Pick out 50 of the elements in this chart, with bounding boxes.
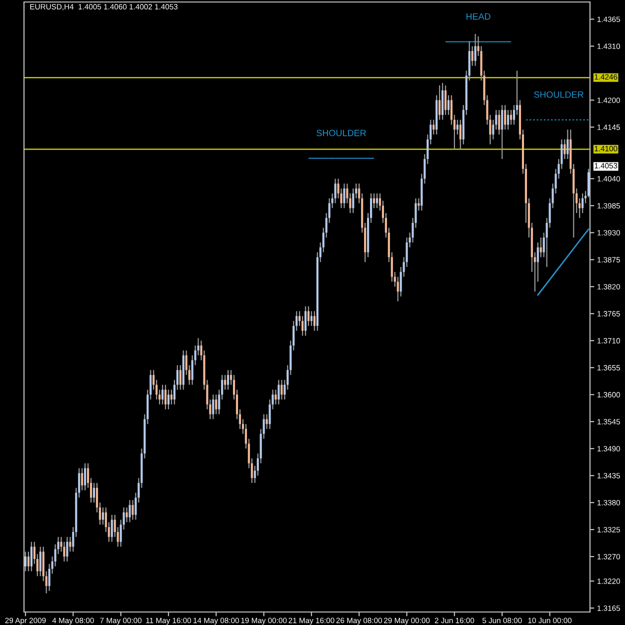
- candlestick: [498, 109, 500, 136]
- candlestick: [459, 119, 462, 150]
- candlestick: [343, 183, 346, 209]
- candlestick: [164, 384, 167, 410]
- candlestick: [128, 500, 131, 523]
- candlestick: [501, 104, 504, 160]
- candlestick: [510, 109, 512, 126]
- candlestick: [334, 178, 336, 204]
- candlestick: [81, 468, 84, 491]
- candlestick: [215, 394, 218, 415]
- candlestick: [438, 84, 441, 120]
- candlestick: [582, 192, 584, 214]
- candlestick: [170, 389, 172, 405]
- candlestick: [307, 306, 310, 326]
- candlestick: [24, 551, 27, 572]
- candlestick: [444, 84, 447, 116]
- candlestick: [432, 119, 435, 136]
- candlestick: [474, 33, 476, 66]
- candlestick: [167, 389, 170, 410]
- annotation: HEAD: [466, 13, 490, 20]
- candlestick: [84, 462, 86, 491]
- candlestick: [278, 379, 280, 405]
- candlestick: [540, 237, 542, 258]
- candlestick: [352, 188, 354, 214]
- candlestick: [30, 541, 32, 572]
- candlestick: [471, 46, 474, 66]
- candlestick: [66, 536, 68, 562]
- candlestick: [224, 374, 226, 390]
- annotation: SHOULDER: [534, 91, 584, 98]
- candlestick: [227, 370, 230, 390]
- candlestick: [304, 306, 307, 336]
- candlestick: [396, 276, 399, 302]
- candlestick: [310, 310, 313, 326]
- candlestick: [39, 546, 42, 577]
- annotation: SHOULDER: [316, 130, 366, 136]
- candlestick: [447, 94, 450, 116]
- candlestick: [27, 551, 30, 572]
- candlestick: [504, 104, 506, 130]
- candlestick: [456, 119, 458, 136]
- candlestick: [313, 310, 316, 332]
- candlestick: [102, 506, 104, 526]
- candlestick: [566, 129, 569, 160]
- candlestick: [507, 109, 510, 130]
- candlestick: [63, 541, 66, 562]
- candlestick: [92, 482, 96, 504]
- candlestick: [179, 364, 182, 390]
- candlestick: [161, 384, 164, 405]
- candlestick: [212, 394, 214, 420]
- candlestick: [110, 514, 113, 542]
- candlestick: [280, 379, 283, 400]
